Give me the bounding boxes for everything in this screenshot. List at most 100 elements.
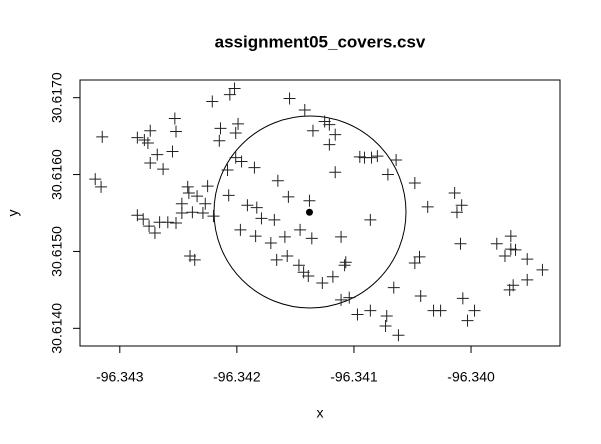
point xyxy=(468,304,481,317)
cover-circle xyxy=(213,115,407,309)
point xyxy=(413,250,426,263)
point xyxy=(318,115,331,128)
point xyxy=(294,223,307,236)
point xyxy=(96,130,109,143)
point xyxy=(188,253,201,266)
point xyxy=(521,273,534,286)
point xyxy=(148,226,161,239)
point xyxy=(281,250,294,263)
point xyxy=(392,329,405,342)
point xyxy=(232,117,245,130)
point xyxy=(229,127,242,140)
point xyxy=(138,133,151,146)
point xyxy=(186,206,199,219)
point xyxy=(182,187,195,200)
point xyxy=(387,281,400,294)
point xyxy=(278,230,291,243)
point xyxy=(250,201,263,214)
point xyxy=(201,180,214,193)
point xyxy=(170,216,182,229)
point xyxy=(323,118,336,131)
point xyxy=(144,157,157,170)
point xyxy=(504,230,517,243)
chart-title: assignment05_covers.csv xyxy=(215,32,426,51)
point xyxy=(461,314,474,327)
point xyxy=(181,180,194,193)
point xyxy=(323,138,336,151)
point xyxy=(498,250,511,263)
point xyxy=(509,243,522,256)
y-axis-label: y xyxy=(5,210,21,217)
point xyxy=(504,243,517,256)
point xyxy=(351,308,364,321)
point xyxy=(170,125,182,138)
center-point xyxy=(305,208,313,216)
point xyxy=(196,207,209,219)
point xyxy=(380,310,393,323)
point xyxy=(298,103,311,116)
x-tick-label: -96.340 xyxy=(447,369,495,385)
point xyxy=(271,174,284,187)
point xyxy=(343,291,356,304)
point xyxy=(414,290,427,303)
point xyxy=(283,92,296,105)
point xyxy=(521,253,534,266)
point xyxy=(371,150,384,163)
point xyxy=(264,236,277,249)
point xyxy=(207,210,220,223)
point xyxy=(364,304,377,317)
point xyxy=(365,151,378,164)
point xyxy=(141,137,154,150)
point xyxy=(206,95,219,108)
point xyxy=(144,124,157,137)
point xyxy=(456,292,469,305)
point xyxy=(503,283,516,296)
point xyxy=(137,213,150,226)
point xyxy=(157,163,170,176)
point xyxy=(454,237,467,250)
point xyxy=(175,207,188,219)
point xyxy=(536,263,549,276)
point xyxy=(199,197,212,210)
point xyxy=(151,148,164,161)
point xyxy=(222,189,235,202)
point xyxy=(408,177,421,190)
point xyxy=(434,304,447,317)
point xyxy=(329,166,342,179)
point xyxy=(450,206,463,219)
point xyxy=(161,216,174,229)
y-tick-label: 30.6150 xyxy=(49,226,65,277)
point xyxy=(381,168,394,181)
point xyxy=(282,190,295,203)
point xyxy=(455,199,468,212)
point xyxy=(297,266,310,279)
point xyxy=(326,270,339,283)
point xyxy=(305,232,318,245)
x-axis-label: x xyxy=(317,405,324,421)
point xyxy=(303,194,316,207)
point xyxy=(131,131,144,144)
plot-box xyxy=(79,79,561,347)
x-tick-label: -96.341 xyxy=(330,369,378,385)
point xyxy=(390,153,403,166)
point xyxy=(235,155,248,168)
point xyxy=(255,212,268,225)
point xyxy=(234,223,247,236)
point xyxy=(353,150,366,163)
y-tick-label: 30.6170 xyxy=(49,72,65,123)
point xyxy=(329,128,342,141)
point xyxy=(168,112,181,125)
y-tick-label: 30.6140 xyxy=(49,303,65,354)
point xyxy=(270,253,283,266)
point xyxy=(306,124,319,137)
point xyxy=(95,180,108,193)
point xyxy=(490,237,503,250)
point xyxy=(408,256,421,269)
x-tick-label: -96.342 xyxy=(213,369,261,385)
point xyxy=(421,200,434,213)
point xyxy=(228,82,241,95)
point xyxy=(213,134,226,147)
point xyxy=(268,213,281,226)
point xyxy=(223,88,236,101)
